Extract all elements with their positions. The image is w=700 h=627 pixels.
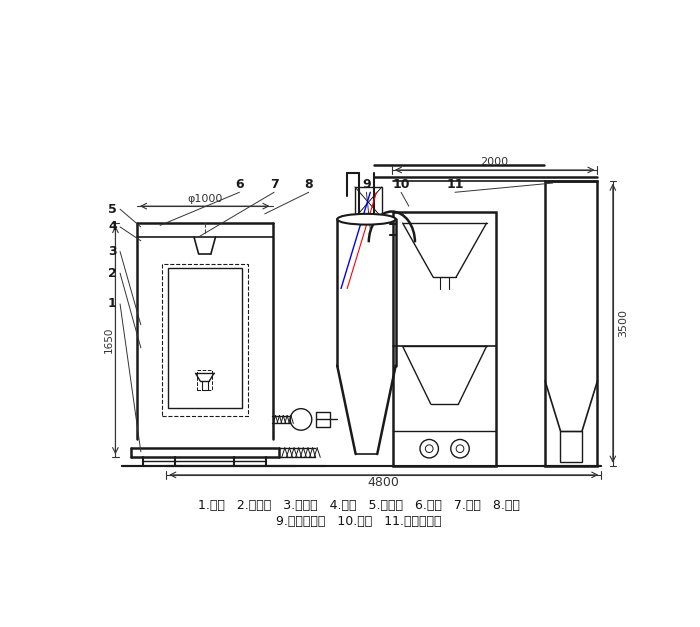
Bar: [197, 370, 213, 390]
Text: 4800: 4800: [368, 476, 400, 489]
Text: 9: 9: [362, 178, 371, 191]
Text: 7: 7: [270, 178, 279, 191]
Text: 8: 8: [304, 178, 313, 191]
Text: 11: 11: [447, 178, 463, 191]
Text: 2000: 2000: [481, 157, 509, 167]
Text: 6: 6: [235, 178, 244, 191]
Bar: [545, 181, 598, 466]
Bar: [316, 412, 330, 427]
Text: 3500: 3500: [618, 309, 628, 337]
Bar: [355, 187, 382, 218]
Text: 4: 4: [108, 221, 117, 233]
Bar: [162, 264, 248, 416]
Ellipse shape: [337, 214, 395, 224]
Bar: [393, 211, 496, 466]
Bar: [168, 268, 242, 408]
Text: 5: 5: [108, 203, 117, 216]
Text: 1: 1: [108, 297, 117, 310]
Text: 1650: 1650: [104, 327, 113, 353]
Text: 1.底座   2.回风道   3.激振器   4.筛网   5.进料斗   6.风机   7.绞龙   8.料仓: 1.底座 2.回风道 3.激振器 4.筛网 5.进料斗 6.风机 7.绞龙 8.…: [198, 499, 519, 512]
Text: 2: 2: [108, 266, 117, 280]
Bar: [561, 431, 582, 461]
Text: φ1000: φ1000: [187, 194, 223, 204]
Text: 9.旋风分离器   10.支架   11.布袋除尘器: 9.旋风分离器 10.支架 11.布袋除尘器: [276, 515, 442, 527]
Text: 3: 3: [108, 245, 117, 258]
Text: 10: 10: [392, 178, 410, 191]
